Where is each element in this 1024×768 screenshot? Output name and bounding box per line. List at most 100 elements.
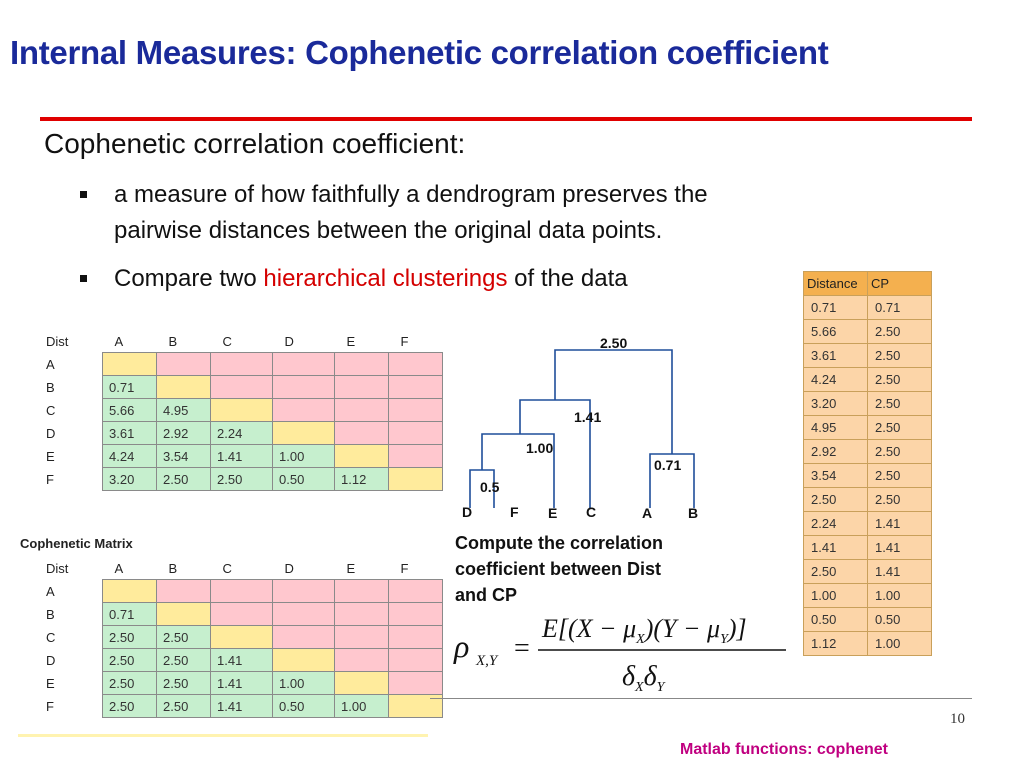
matrix-cell [210, 625, 273, 649]
matrix-cell [388, 602, 443, 626]
matrix-cell [272, 648, 335, 672]
matrix-cell [334, 444, 389, 468]
matrix-cell [388, 467, 443, 491]
row-header: F [46, 471, 54, 487]
cp-table-row: 3.61 2.50 [803, 343, 932, 368]
distance-cell: 3.54 [803, 463, 868, 488]
bullet-square-icon [80, 191, 87, 198]
cp-table-row: 2.50 1.41 [803, 559, 932, 584]
row-header: D [46, 652, 56, 668]
column-header: D [284, 560, 294, 576]
matrix-cell [102, 579, 157, 603]
leaf-label-c: C [586, 504, 596, 520]
slide-title: Internal Measures: Cophenetic correlatio… [10, 34, 829, 71]
cp-table-row: 2.50 2.50 [803, 487, 932, 512]
leaf-label-a: A [642, 505, 652, 521]
matrix-cell [272, 375, 335, 399]
cophenetic-matrix: Dist A B C D E F A B 0.71 C 2.50 2.50 D 2.50 2.50 1.41 E 2… [46, 557, 443, 718]
matrix-cell [272, 625, 335, 649]
distance-cell: 2.50 [803, 487, 868, 512]
footer-divider [430, 698, 972, 699]
column-header: F [400, 333, 409, 349]
leaf-label-e: E [548, 505, 557, 521]
column-header: F [400, 560, 409, 576]
matrix-cell [102, 352, 157, 376]
matrix-cell [272, 421, 335, 445]
matrix-cell [272, 579, 335, 603]
cp-cell: 2.50 [867, 463, 932, 488]
merge-label-1-41: 1.41 [574, 409, 601, 425]
column-header: A [114, 333, 124, 349]
row-header: D [46, 425, 56, 441]
cophenetic-matrix-label: Cophenetic Matrix [20, 536, 133, 551]
matrix-cell: 2.50 [102, 625, 157, 649]
cp-table-row: 1.41 1.41 [803, 535, 932, 560]
matlab-note: Matlab functions: cophenet [680, 741, 888, 758]
matrix-cell: 2.50 [210, 467, 273, 491]
cp-table-row: 3.20 2.50 [803, 391, 932, 416]
bullet-2-pre: Compare two [114, 265, 264, 292]
merge-label-root: 2.50 [600, 335, 627, 351]
distance-cell: 2.92 [803, 439, 868, 464]
matrix-row: D 2.50 2.50 1.41 [46, 648, 443, 672]
row-header: A [46, 356, 55, 372]
compute-line-3: and CP [455, 585, 518, 605]
matrix-cell [334, 671, 389, 695]
page-number: 10 [950, 711, 965, 727]
matrix-row: D 3.61 2.92 2.24 [46, 421, 443, 445]
distance-cell: 5.66 [803, 319, 868, 344]
cp-table-header: CP [867, 271, 932, 296]
bullet-1-line1: a measure of how faithfully a dendrogram… [114, 181, 708, 208]
matrix-cell [388, 648, 443, 672]
matrix-row: B 0.71 [46, 602, 443, 626]
matrix-cell: 2.50 [102, 671, 157, 695]
cp-cell: 2.50 [867, 391, 932, 416]
matrix-cell [334, 375, 389, 399]
matrix-cell [388, 444, 443, 468]
matrix-cell: 2.50 [156, 625, 211, 649]
link-df-e [481, 433, 555, 508]
matrix-cell: 2.50 [102, 694, 157, 718]
matrix-cell [156, 352, 211, 376]
matrix-cell: 0.50 [272, 694, 335, 718]
formula-rho: ρ [453, 628, 469, 664]
matrix-cell [210, 352, 273, 376]
row-header: E [46, 448, 55, 464]
distance-cp-table: Distance CP 0.71 0.71 5.66 2.50 3.61 2.50 4.24 2.… [803, 271, 932, 656]
matrix-cell [156, 579, 211, 603]
cp-cell: 0.71 [867, 295, 932, 320]
matrix-cell [210, 375, 273, 399]
merge-label-0-71: 0.71 [654, 457, 681, 473]
distance-cell: 3.20 [803, 391, 868, 416]
distance-cell: 4.95 [803, 415, 868, 440]
formula-num-sub1: X [635, 632, 645, 647]
matrix-cell: 2.50 [156, 467, 211, 491]
cp-cell: 2.50 [867, 415, 932, 440]
distance-cell: 4.24 [803, 367, 868, 392]
matrix-row: F 3.20 2.50 2.50 0.50 1.12 [46, 467, 443, 491]
matrix-cell: 4.95 [156, 398, 211, 422]
matrix-cell [210, 579, 273, 603]
matrix-row: B 0.71 [46, 375, 443, 399]
column-header: C [222, 333, 232, 349]
matrix-cell [334, 352, 389, 376]
matrix-row: C 2.50 2.50 [46, 625, 443, 649]
matrix-cell: 1.41 [210, 648, 273, 672]
formula-den-b: δ [644, 661, 658, 692]
cp-table-row: 0.50 0.50 [803, 607, 932, 632]
compute-instruction: Compute the correlation coefficient betw… [455, 530, 663, 608]
correlation-formula: ρ X,Y = E[(X − μX)(Y − μY)] δXδY [453, 614, 786, 695]
cp-cell: 0.50 [867, 607, 932, 632]
cp-cell: 2.50 [867, 319, 932, 344]
merge-label-0-5: 0.5 [480, 479, 500, 495]
bullet-1-line2: pairwise distances between the original … [114, 217, 663, 244]
distance-cell: 3.61 [803, 343, 868, 368]
dendrogram: 2.50 1.41 1.00 0.71 0.5 D F E C A B [462, 335, 698, 521]
matrix-cell [388, 352, 443, 376]
cp-cell: 2.50 [867, 343, 932, 368]
matrix-cell: 0.50 [272, 467, 335, 491]
matrix-row: C 5.66 4.95 [46, 398, 443, 422]
cp-cell: 1.41 [867, 511, 932, 536]
matrix-cell: 2.50 [156, 648, 211, 672]
cp-table-row: 3.54 2.50 [803, 463, 932, 488]
